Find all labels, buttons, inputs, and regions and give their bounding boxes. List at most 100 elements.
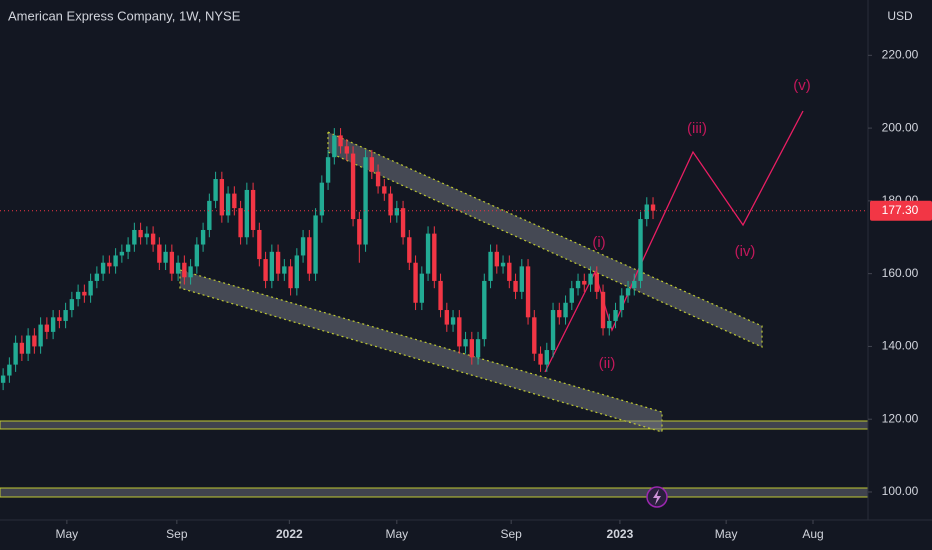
candle-body <box>32 335 37 347</box>
last-price-label: 177.30 <box>882 203 919 217</box>
candle-body <box>382 186 387 194</box>
candle-body <box>325 157 331 183</box>
candle-body <box>394 208 400 216</box>
candle-body <box>350 153 356 220</box>
candle-body <box>494 251 499 267</box>
candle-body <box>169 251 175 274</box>
candle-body <box>413 262 418 303</box>
candle-body <box>544 350 549 365</box>
candle-body <box>294 255 300 289</box>
candle-body <box>438 280 443 311</box>
candle-body <box>175 262 181 274</box>
x-tick-label: Sep <box>166 527 188 541</box>
y-tick-label: 100.00 <box>882 484 919 498</box>
candle-body <box>569 288 574 303</box>
candle-body <box>525 266 531 318</box>
last-price-box <box>870 200 932 221</box>
candle-body <box>300 237 306 256</box>
currency-label: USD <box>887 9 913 23</box>
candle-body <box>632 280 637 289</box>
wave-label: (ii) <box>599 355 616 372</box>
candle-body <box>69 299 75 311</box>
y-tick-label: 120.00 <box>882 411 919 425</box>
candle-body <box>507 262 512 281</box>
candle-body <box>82 291 87 296</box>
candle-body <box>163 251 168 263</box>
candle-body <box>400 208 406 238</box>
x-tick-label: May <box>385 527 408 541</box>
y-tick-label: 200.00 <box>882 120 919 134</box>
candle-body <box>282 266 287 274</box>
candle-body <box>263 259 268 281</box>
candle-body <box>363 157 368 245</box>
candle-body <box>600 291 606 329</box>
x-tick-label: Aug <box>802 527 823 541</box>
candle-body <box>463 339 468 347</box>
candle-body <box>57 317 62 321</box>
candle-body <box>638 219 643 281</box>
support-zone <box>0 487 869 498</box>
candle-body <box>188 266 193 278</box>
candle-body <box>125 244 131 252</box>
candle-body <box>582 280 587 285</box>
candle-body <box>644 204 649 220</box>
candle-body <box>200 229 206 245</box>
candle-body <box>557 310 562 318</box>
candle-body <box>257 229 262 260</box>
candle-body <box>307 237 312 274</box>
candle-body <box>44 324 50 332</box>
candle-body <box>94 273 100 281</box>
candle-body <box>225 193 231 216</box>
x-tick-label: Sep <box>500 527 522 541</box>
candle-body <box>244 189 250 238</box>
candle-body <box>7 364 12 376</box>
candle-body <box>475 339 481 358</box>
candle-body <box>588 273 593 285</box>
candle-body <box>607 320 612 329</box>
candle-body <box>344 146 350 154</box>
candle-body <box>419 273 425 303</box>
candle-body <box>275 251 281 274</box>
wave-label: (v) <box>793 77 811 94</box>
candle-body <box>313 215 318 274</box>
candle-body <box>157 244 162 263</box>
candle-body <box>613 310 618 321</box>
candle-body <box>138 229 143 238</box>
y-tick-label: 140.00 <box>882 339 919 353</box>
candle-body <box>513 280 518 292</box>
candle-body <box>519 266 524 292</box>
wave-label: (iii) <box>687 120 707 137</box>
candle-body <box>550 310 556 351</box>
alert-icon[interactable] <box>646 486 668 508</box>
candle-body <box>100 262 106 274</box>
candle-body <box>232 193 237 209</box>
candle-body <box>375 171 381 187</box>
alert-bolt[interactable] <box>653 489 661 505</box>
upper-channel <box>327 131 763 348</box>
candle-body <box>50 317 56 332</box>
candle-body <box>150 233 156 245</box>
candle-body <box>213 179 218 201</box>
candle-body <box>425 233 431 274</box>
candle-body <box>469 339 474 358</box>
candle-body <box>13 342 18 365</box>
candle-body <box>450 317 456 325</box>
candle-body <box>575 280 581 289</box>
candle-body <box>19 342 25 354</box>
lower-channel <box>179 269 663 433</box>
chart-title: American Express Company, 1W, NYSE <box>8 8 241 23</box>
drawings <box>0 110 869 498</box>
candle-body <box>619 295 624 311</box>
candle-body <box>25 335 31 354</box>
candle-body <box>119 251 125 256</box>
x-tick-label: May <box>56 527 79 541</box>
y-tick-label: 220.00 <box>882 47 919 61</box>
candle-body <box>532 317 537 354</box>
candle-body <box>238 208 243 238</box>
candle-body <box>0 375 6 383</box>
candle-body <box>38 324 43 347</box>
candle-body <box>538 353 543 365</box>
